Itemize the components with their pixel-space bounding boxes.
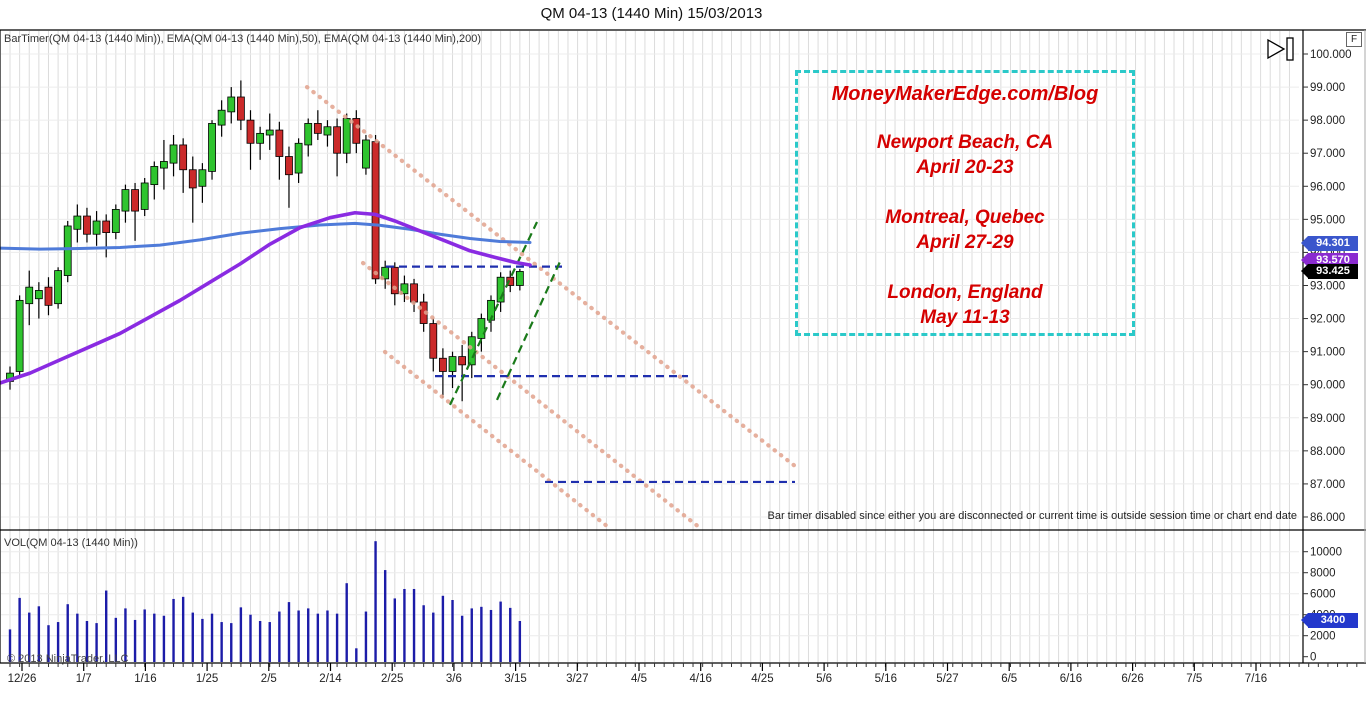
svg-text:6/16: 6/16	[1060, 673, 1082, 685]
fixed-scale-button[interactable]: F	[1346, 32, 1362, 47]
svg-text:1/25: 1/25	[196, 673, 218, 685]
svg-text:6000: 6000	[1310, 589, 1336, 601]
svg-text:6/5: 6/5	[1001, 673, 1017, 685]
svg-text:4/16: 4/16	[690, 673, 712, 685]
event-dates: April 20-23	[916, 157, 1014, 178]
svg-text:4/25: 4/25	[751, 673, 773, 685]
indicator-label: BarTimer(QM 04-13 (1440 Min)), EMA(QM 04…	[4, 33, 482, 45]
last-price-tag: 93.425	[1301, 264, 1358, 279]
svg-text:3/6: 3/6	[446, 673, 462, 685]
svg-text:5/16: 5/16	[875, 673, 897, 685]
copyright-notice: © 2013 NinjaTrader, LLC	[7, 653, 129, 665]
go-to-end-icon[interactable]	[1264, 34, 1298, 67]
svg-text:89.000: 89.000	[1310, 413, 1345, 425]
volume-tag: 3400	[1301, 613, 1358, 628]
svg-text:10000: 10000	[1310, 547, 1342, 559]
annotation-text-box[interactable]: MoneyMakerEdge.com/Blog Newport Beach, C…	[795, 70, 1135, 336]
svg-text:90.000: 90.000	[1310, 380, 1345, 392]
svg-text:2000: 2000	[1310, 631, 1336, 643]
svg-text:88.000: 88.000	[1310, 446, 1345, 458]
svg-text:2/5: 2/5	[261, 673, 277, 685]
svg-text:2/25: 2/25	[381, 673, 403, 685]
svg-text:95.000: 95.000	[1310, 214, 1345, 226]
svg-text:86.000: 86.000	[1310, 512, 1345, 524]
svg-text:1/7: 1/7	[76, 673, 92, 685]
svg-text:5/6: 5/6	[816, 673, 832, 685]
svg-text:96.000: 96.000	[1310, 181, 1345, 193]
svg-text:7/16: 7/16	[1245, 673, 1267, 685]
svg-text:100.000: 100.000	[1310, 49, 1352, 61]
bar-timer-message: Bar timer disabled since either you are …	[767, 510, 1298, 522]
event-location: Newport Beach, CA	[876, 132, 1054, 153]
svg-text:4/5: 4/5	[631, 673, 647, 685]
svg-text:6/26: 6/26	[1121, 673, 1143, 685]
chart-title: QM 04-13 (1440 Min) 15/03/2013	[540, 5, 763, 22]
svg-text:99.000: 99.000	[1310, 82, 1345, 94]
svg-text:92.000: 92.000	[1310, 314, 1345, 326]
svg-text:1/16: 1/16	[134, 673, 156, 685]
svg-text:98.000: 98.000	[1310, 115, 1345, 127]
event-location: London, England	[887, 282, 1043, 303]
event-dates: April 27-29	[916, 232, 1014, 253]
svg-text:2/14: 2/14	[319, 673, 342, 685]
svg-text:3/15: 3/15	[504, 673, 526, 685]
volume-indicator-label: VOL(QM 04-13 (1440 Min))	[4, 537, 138, 549]
svg-text:97.000: 97.000	[1310, 148, 1345, 160]
annotation-title: MoneyMakerEdge.com/Blog	[831, 83, 1099, 105]
svg-text:91.000: 91.000	[1310, 347, 1345, 359]
svg-text:3/27: 3/27	[566, 673, 588, 685]
svg-text:93.000: 93.000	[1310, 280, 1345, 292]
event-dates: May 11-13	[920, 307, 1010, 328]
svg-text:5/27: 5/27	[936, 673, 958, 685]
svg-text:87.000: 87.000	[1310, 479, 1345, 491]
ema50-price-tag: 94.301	[1301, 236, 1358, 251]
svg-text:12/26: 12/26	[8, 673, 37, 685]
svg-text:7/5: 7/5	[1186, 673, 1202, 685]
event-location: Montreal, Quebec	[885, 207, 1045, 228]
svg-text:0: 0	[1310, 652, 1316, 664]
svg-text:8000: 8000	[1310, 568, 1336, 580]
